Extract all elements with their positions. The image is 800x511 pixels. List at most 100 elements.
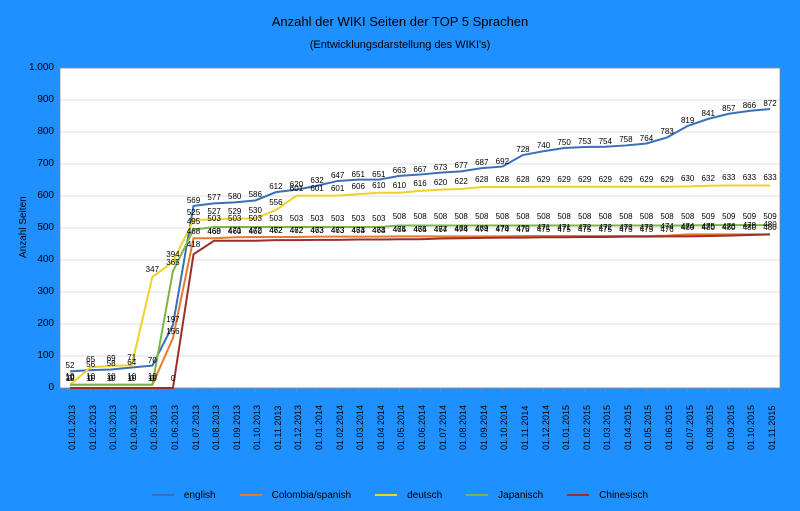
data-label: 866 [743, 101, 756, 110]
data-label: 52 [66, 361, 75, 370]
data-label: 629 [557, 175, 570, 184]
data-label: 508 [413, 212, 426, 221]
data-label: 503 [207, 214, 220, 223]
data-label: 503 [352, 214, 365, 223]
xtick-label: 01.08.2014 [458, 405, 468, 450]
xtick-label: 01.01.2015 [561, 405, 571, 450]
data-label: 758 [619, 135, 632, 144]
data-label: 677 [454, 161, 467, 170]
data-label: 418 [187, 240, 200, 249]
data-label: 471 [557, 223, 570, 232]
xtick-label: 01.02.2015 [582, 405, 592, 450]
ytick-label: 0 [20, 382, 54, 393]
data-label: 0 [171, 374, 175, 383]
data-label: 472 [578, 223, 591, 232]
legend-item: deutsch [369, 490, 448, 501]
data-label: 857 [722, 104, 735, 113]
data-label: 629 [619, 175, 632, 184]
data-label: 586 [249, 190, 262, 199]
data-label: 509 [722, 212, 735, 221]
data-label: 0 [68, 374, 72, 383]
data-label: 508 [640, 212, 653, 221]
data-label: 692 [496, 157, 509, 166]
data-label: 156 [166, 327, 179, 336]
data-label: 753 [578, 137, 591, 146]
ytick-label: 600 [20, 190, 54, 201]
data-label: 508 [557, 212, 570, 221]
xtick-label: 01.03.2014 [355, 405, 365, 450]
xtick-label: 01.04.2014 [376, 405, 386, 450]
ytick-label: 200 [20, 318, 54, 329]
data-label: 628 [475, 175, 488, 184]
xtick-label: 01.02.2014 [335, 405, 345, 450]
data-label: 508 [681, 212, 694, 221]
legend-item: Colombia/spanish [234, 490, 358, 501]
xtick-label: 01.05.2013 [149, 405, 159, 450]
xtick-label: 01.06.2013 [170, 405, 180, 450]
xtick-label: 01.11.2013 [273, 406, 283, 450]
legend-label: deutsch [407, 490, 442, 501]
data-label: 629 [578, 175, 591, 184]
data-label: 601 [331, 184, 344, 193]
xtick-label: 01.03.2015 [602, 405, 612, 450]
legend-label: Colombia/spanish [272, 490, 352, 501]
xtick-label: 01.04.2015 [623, 405, 633, 450]
data-label: 610 [393, 181, 406, 190]
ytick-label: 700 [20, 158, 54, 169]
ytick-label: 300 [20, 286, 54, 297]
data-label: 503 [372, 214, 385, 223]
data-label: 470 [496, 224, 509, 233]
data-label: 473 [640, 223, 653, 232]
data-label: 0 [150, 374, 154, 383]
xtick-label: 01.05.2014 [396, 405, 406, 450]
data-label: 470 [516, 224, 529, 233]
data-label: 467 [434, 225, 447, 234]
xtick-label: 01.09.2013 [232, 405, 242, 450]
data-label: 740 [537, 141, 550, 150]
xtick-label: 01.06.2015 [664, 405, 674, 450]
data-label: 472 [599, 223, 612, 232]
data-label: 577 [207, 193, 220, 202]
data-label: 633 [722, 173, 735, 182]
data-label: 460 [228, 227, 241, 236]
data-label: 622 [454, 177, 467, 186]
data-label: 476 [722, 222, 735, 231]
data-label: 651 [372, 170, 385, 179]
data-label: 0 [109, 374, 113, 383]
data-label: 464 [352, 226, 365, 235]
data-label: 630 [681, 174, 694, 183]
xtick-label: 01.02.2013 [88, 405, 98, 450]
data-label: 651 [352, 170, 365, 179]
data-label: 503 [290, 214, 303, 223]
data-label: 473 [619, 223, 632, 232]
data-label: 628 [496, 175, 509, 184]
data-label: 508 [454, 212, 467, 221]
data-label: 764 [640, 134, 653, 143]
data-label: 468 [187, 227, 200, 236]
legend-label: Japanisch [498, 490, 543, 501]
legend-swatch [567, 494, 589, 496]
xtick-label: 01.01.2013 [67, 405, 77, 450]
xtick-label: 01.07.2014 [438, 405, 448, 450]
xtick-label: 01.10.2014 [499, 405, 509, 450]
data-label: 673 [434, 163, 447, 172]
data-label: 70 [148, 356, 157, 365]
legend-swatch [466, 494, 488, 496]
data-label: 65 [86, 355, 95, 364]
xtick-label: 01.11.2014 [520, 406, 530, 450]
xtick-label: 01.11.2015 [767, 406, 777, 450]
data-label: 509 [743, 212, 756, 221]
data-label: 569 [187, 196, 200, 205]
data-label: 629 [660, 175, 673, 184]
data-label: 508 [434, 212, 447, 221]
data-label: 629 [537, 175, 550, 184]
data-label: 503 [331, 214, 344, 223]
xtick-label: 01.08.2015 [705, 405, 715, 450]
legend-item: Japanisch [460, 490, 549, 501]
data-label: 508 [496, 212, 509, 221]
data-label: 633 [743, 173, 756, 182]
data-label: 463 [310, 226, 323, 235]
legend-swatch [152, 494, 174, 496]
data-label: 728 [516, 145, 529, 154]
xtick-label: 01.08.2013 [211, 405, 221, 450]
